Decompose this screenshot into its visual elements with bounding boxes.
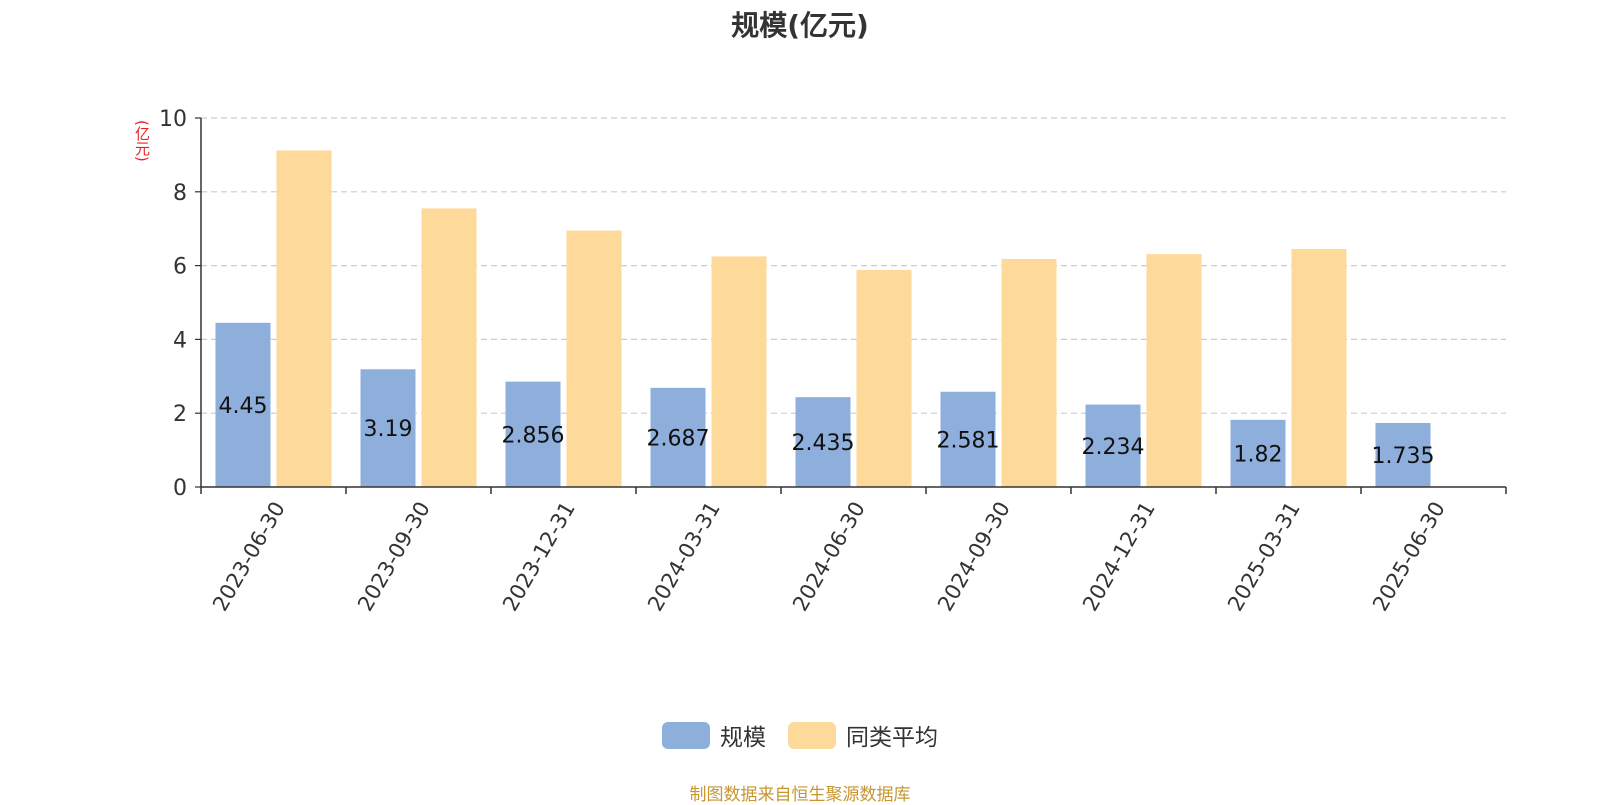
source-note: 制图数据来自恒生聚源数据库 — [689, 785, 911, 805]
y-tick-label-4: 8 — [173, 181, 187, 206]
legend-label-peer-average: 同类平均 — [846, 725, 938, 751]
data-label-scale-6: 2.234 — [1082, 435, 1145, 460]
bar-peer-average-4 — [856, 270, 912, 487]
bar-chart: 0 2 4 6 8 10 4.45 2023-06-30 3.19 2023-09-30 2.856… — [159, 107, 1507, 615]
axes — [195, 117, 1507, 494]
bar-peer-average-5 — [1001, 258, 1057, 487]
bar-scale-2 — [505, 381, 561, 487]
legend-swatch-scale — [662, 721, 710, 749]
y-tick-label-0: 0 — [173, 476, 187, 501]
x-tick-label-5: 2024-09-30 — [933, 498, 1015, 616]
legend-item-peer-average[interactable]: 同类平均 — [788, 718, 938, 752]
data-label-scale-2: 2.856 — [502, 423, 565, 448]
data-label-scale-1: 3.19 — [364, 417, 413, 442]
bar-scale-7 — [1230, 419, 1286, 487]
bar-scale-4 — [795, 397, 851, 487]
data-label-scale-8: 1.735 — [1372, 444, 1435, 469]
data-label-scale-5: 2.581 — [937, 428, 1000, 453]
x-tick-label-7: 2025-03-31 — [1223, 498, 1305, 616]
legend: 规模 同类平均 — [0, 718, 1600, 752]
bar-peer-average-2 — [566, 230, 622, 488]
y-tick-label-2: 4 — [173, 328, 187, 353]
labels: 0 2 4 6 8 10 4.45 2023-06-30 3.19 2023-09-30 2.856… — [159, 107, 1450, 615]
x-tick-label-0: 2023-06-30 — [208, 498, 290, 616]
bar-scale-5 — [940, 391, 996, 487]
y-tick-label-5: 10 — [159, 107, 187, 132]
bar-peer-average-0 — [276, 150, 332, 488]
bar-scale-1 — [360, 369, 416, 487]
x-tick-label-8: 2025-06-30 — [1368, 498, 1450, 616]
x-tick-label-2: 2023-12-31 — [498, 498, 580, 616]
bar-peer-average-1 — [421, 208, 477, 487]
bar-peer-average-7 — [1291, 248, 1347, 487]
data-label-scale-3: 2.687 — [647, 426, 710, 451]
y-axis-unit-label: (亿元) — [133, 120, 151, 162]
bar-scale-6 — [1085, 404, 1141, 487]
bar-scale-8 — [1375, 422, 1431, 487]
y-tick-label-1: 2 — [173, 402, 187, 427]
legend-swatch-peer-average — [788, 721, 836, 749]
data-label-scale-0: 4.45 — [219, 394, 268, 419]
legend-item-scale[interactable]: 规模 — [662, 718, 766, 752]
data-label-scale-4: 2.435 — [792, 431, 855, 456]
bar-scale-0 — [215, 322, 271, 487]
bar-peer-average-6 — [1146, 254, 1202, 487]
gridlines — [201, 117, 1506, 414]
bar-peer-average-3 — [711, 256, 767, 487]
legend-label-scale: 规模 — [720, 725, 766, 751]
chart-title: 规模(亿元) — [731, 9, 869, 42]
data-label-scale-7: 1.82 — [1234, 442, 1283, 467]
x-tick-label-6: 2024-12-31 — [1078, 498, 1160, 616]
y-tick-label-3: 6 — [173, 255, 187, 280]
x-tick-label-3: 2024-03-31 — [643, 498, 725, 616]
bars — [215, 150, 1431, 488]
x-tick-label-4: 2024-06-30 — [788, 498, 870, 616]
bar-scale-3 — [650, 387, 706, 487]
x-tick-label-1: 2023-09-30 — [353, 498, 435, 616]
